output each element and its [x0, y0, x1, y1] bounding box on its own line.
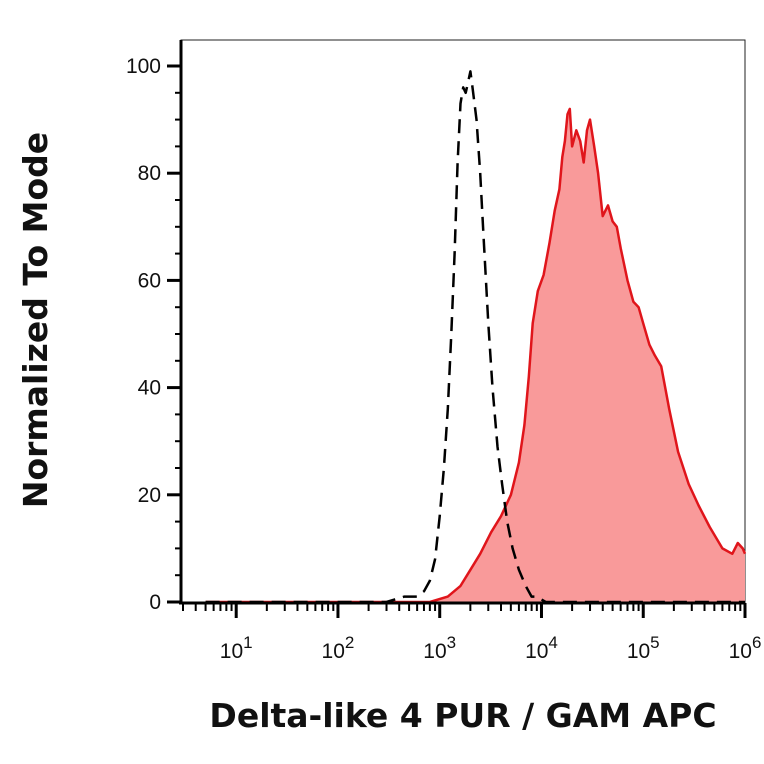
- y-tick-label: 60: [138, 269, 161, 292]
- y-tick-label: 20: [138, 484, 161, 507]
- x-tick-label: 106: [729, 633, 762, 663]
- y-tick-label: 100: [126, 55, 161, 78]
- x-axis-title: Delta-like 4 PUR / GAM APC: [209, 696, 716, 735]
- series-1-line: [205, 70, 745, 604]
- y-tick-label: 80: [138, 162, 161, 185]
- x-tick-label: 102: [322, 633, 355, 663]
- series-0-line: [205, 107, 747, 604]
- axes: 0 20 40 60 80 100 101 102 103 104 105 106: [126, 40, 761, 663]
- x-tick-label: 104: [525, 633, 558, 663]
- x-tick-label: 105: [627, 633, 660, 663]
- y-axis-title: Normalized To Mode: [16, 132, 55, 508]
- y-tick-label: 0: [149, 591, 161, 614]
- x-tick-label: 103: [423, 633, 456, 663]
- x-tick-label: 101: [220, 633, 253, 663]
- series-layer: [205, 70, 747, 604]
- series-0-area: [205, 108, 746, 603]
- y-tick-label: 40: [138, 377, 161, 400]
